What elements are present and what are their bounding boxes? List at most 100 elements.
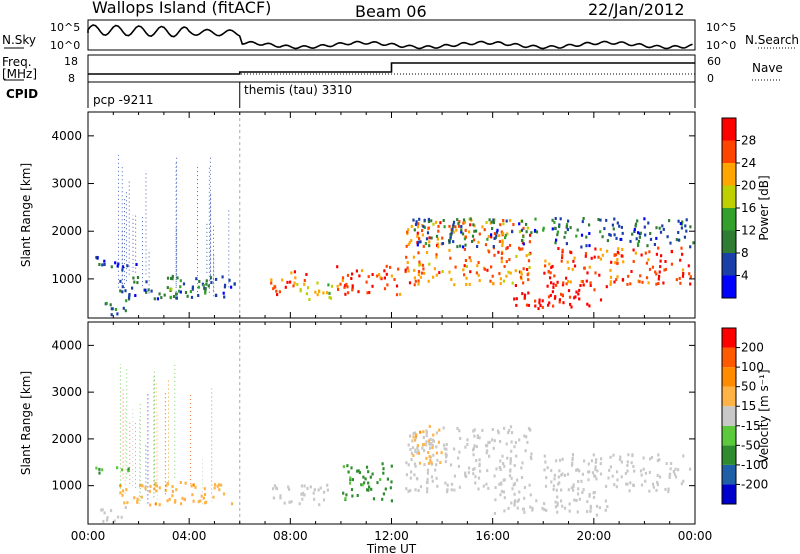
rti-cell [476,434,479,438]
rti-cell [557,475,560,479]
colorbar-swatch [722,230,736,253]
x-tick-label: 04:00 [172,529,207,543]
rti-cell [149,503,152,507]
rti-cell [616,478,619,482]
rti-cell [415,436,418,440]
rti-cell [139,484,142,487]
rti-cell [659,230,663,234]
rti-cell [486,449,489,453]
rti-cell [169,296,172,300]
n-search-tick-bottom: 10^0 [706,39,737,52]
rti-cell [495,234,498,238]
rti-cell [222,492,226,496]
rti-cell [588,265,591,269]
rti-cell [425,431,428,434]
rti-cell [413,473,416,477]
rti-cell [507,506,510,510]
rti-cell [204,289,207,293]
rti-cell [154,502,157,506]
rti-cell [523,295,526,299]
rti-cell [415,477,419,481]
rti-cell [448,224,451,228]
rti-cell [513,482,516,486]
rti-cell [495,467,498,471]
rti-cell [513,492,516,496]
rti-cell [358,274,361,278]
rti-cell [635,237,638,241]
rti-cell [567,280,570,283]
rti-cell [587,478,590,482]
rti-cell [313,497,316,501]
rti-cell [516,499,519,503]
rti-cell [503,478,506,482]
rti-cell [557,247,560,250]
rti-cell [550,281,553,285]
rti-cell [541,305,544,309]
rti-cell [570,463,574,467]
rti-cell [613,253,616,257]
rti-cell [492,218,495,222]
rti-cell [356,494,359,497]
y-tick-label: 2000 [51,224,82,238]
rti-cell [450,482,454,486]
x-tick-label: 00:00 [71,529,106,543]
rti-cell [306,487,309,490]
rti-cell [510,449,513,453]
rti-cell [558,225,561,229]
rti-cell [199,499,202,503]
rti-cell [476,245,479,248]
rti-cell [616,250,619,254]
rti-cell [603,227,606,231]
rti-cell [606,505,609,509]
rti-cell [650,456,654,459]
rti-cell [488,218,491,222]
rti-cell [109,303,112,307]
rti-cell [98,471,101,475]
rti-cell [175,296,178,300]
rti-cell [632,260,635,263]
rti-cell [283,501,286,505]
rti-cell [121,493,124,497]
rti-cell [154,483,157,487]
rti-cell [555,238,558,242]
y-tick-label: 4000 [51,129,82,143]
rti-cell [121,268,124,272]
rti-cell [174,499,177,503]
rti-cell [228,278,231,282]
rti-cell [556,280,559,284]
rti-cell [626,469,629,473]
rti-cell [521,219,524,223]
rti-cell [572,488,575,492]
rti-cell [367,488,370,492]
rti-cell [507,270,510,274]
rti-cell [450,278,453,281]
rti-cell [573,264,577,268]
rti-cell [495,230,499,234]
rti-cell [365,280,368,284]
rti-cell [106,516,109,520]
rti-cell [184,481,187,485]
rti-cell [425,456,428,460]
rti-cell [442,219,445,222]
rti-cell [121,290,124,294]
rti-cell [677,468,680,472]
rti-cell [415,433,418,437]
rti-cell [421,229,424,233]
rti-cell [615,253,618,257]
rti-cell [308,298,311,301]
rti-cell [644,479,647,483]
rti-cell [612,453,615,457]
rti-cell [601,253,604,257]
rti-cell [670,262,673,266]
rti-cell [511,487,514,491]
rti-cell [593,288,596,292]
rti-cell [585,279,588,283]
rti-cell [416,234,419,238]
rti-cell [499,282,502,285]
y-tick-label: 1000 [51,479,82,493]
rti-cell [552,484,555,488]
rti-cell [127,467,130,471]
rti-cell [303,282,306,286]
rti-cell [289,280,292,284]
rti-cell [194,485,197,489]
